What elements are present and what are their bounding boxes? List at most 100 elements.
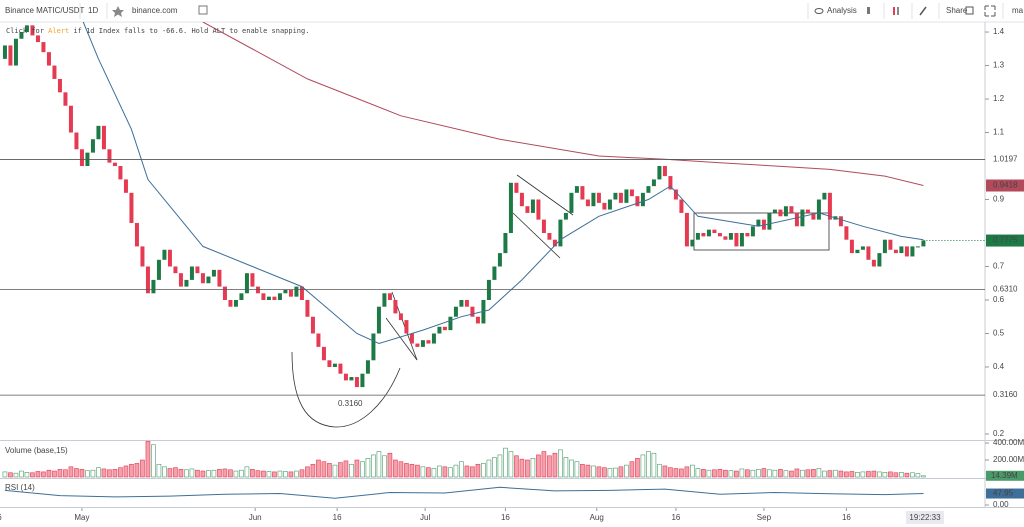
candle-body [662,166,667,177]
candle-body [734,233,739,247]
candle-body [750,226,755,237]
candle-body [398,313,403,321]
candle-body [349,377,354,381]
volume-bar [789,470,794,478]
candle-body [189,266,194,280]
interval[interactable]: 1D [88,6,98,15]
candle-body [503,233,508,254]
volume-bar [563,457,569,478]
candle-body [316,333,321,347]
volume-bar [74,468,79,478]
time-badge [906,511,944,524]
volume-bar [387,452,393,478]
volume-bar [200,470,206,478]
candle-body [63,92,68,106]
candle-body [816,199,821,220]
y-tick-label: 0.9 [993,195,1005,204]
volume-bar [123,465,129,478]
trend-line [512,212,561,259]
rounded-bottom [291,351,401,428]
volume-bar [101,468,107,478]
volume-bar [552,452,558,478]
candle-body [140,246,145,267]
volume-bar [2,471,8,478]
volume-bar [899,472,904,478]
indicator-icon[interactable] [867,7,870,14]
candle-body [915,246,920,248]
x-tick-label: 16 [842,513,851,522]
external-link-icon[interactable] [198,5,208,15]
bars-icon[interactable] [893,7,895,15]
hint-text: Click for Alert if 1d Index falls to -66… [6,27,309,35]
volume-bar [178,469,184,478]
candle-body [376,306,381,334]
candle-body [541,219,546,234]
volume-bar [305,466,310,478]
volume-bar [382,455,387,478]
candle-body [442,326,447,331]
volume-bar [607,468,613,478]
volume-bar [360,461,365,478]
eye-icon[interactable] [814,8,824,14]
volume-bar [794,468,800,478]
hint-alert[interactable]: Alert [48,27,69,35]
volume-bar [233,470,239,478]
candle-body [580,186,585,200]
volume-bar [536,454,541,478]
candle-body [277,293,282,300]
favorite-icon[interactable] [112,6,124,17]
candle-body [118,166,123,180]
volume-bar [453,464,459,478]
candle-body [657,166,662,180]
fullscreen-icon[interactable] [984,5,996,17]
draw-icon[interactable] [919,6,927,16]
y-tick-label: 0.4 [993,362,1005,371]
volume-bar [244,466,250,478]
candle-body [206,276,211,284]
share[interactable]: Share [946,6,968,15]
volume-bar [635,458,640,478]
candle-body [371,333,376,361]
volume-bar [530,458,536,478]
volume-bar [79,469,85,478]
y-tick-label: 1.4 [993,27,1005,36]
volume-bar [514,455,519,478]
x-tick-label: Sep [757,513,772,522]
source[interactable]: binance.com [132,6,178,15]
volume-bar [343,460,349,478]
volume-bar [772,469,778,478]
volume-last-label: 14.39M [991,471,1018,480]
volume-bar [706,469,712,478]
candle-body [107,149,112,163]
candle-body [459,299,464,307]
volume-bar [365,458,371,478]
volume-bar [338,462,343,478]
volume-bar [310,463,316,478]
y-tick-label: 0.5 [993,329,1005,338]
candle-body [684,212,689,247]
candle-body [827,192,832,220]
symbol[interactable]: Binance MATIC/USDT [5,6,85,15]
candle-body [393,299,398,314]
volume-bar [415,464,420,478]
candle-body [673,189,678,200]
volume-bar [811,469,816,478]
share-icon[interactable] [965,6,974,15]
volume-bar [24,472,30,478]
user[interactable]: ma [1012,6,1024,15]
candle-body [888,239,893,250]
volume-bar [662,465,668,478]
volume-bar [580,463,585,478]
volume-bar [283,471,288,478]
candle-body [453,306,458,317]
bars-icon[interactable] [897,7,899,15]
y-tick-label: 0.7 [993,262,1005,271]
volume-bar [767,469,772,478]
candle-body [250,273,255,287]
candle-body [877,253,882,267]
volume-bar [778,469,783,478]
candle-body [343,373,348,381]
analysis[interactable]: Analysis [827,6,857,15]
candle-body [415,343,420,347]
